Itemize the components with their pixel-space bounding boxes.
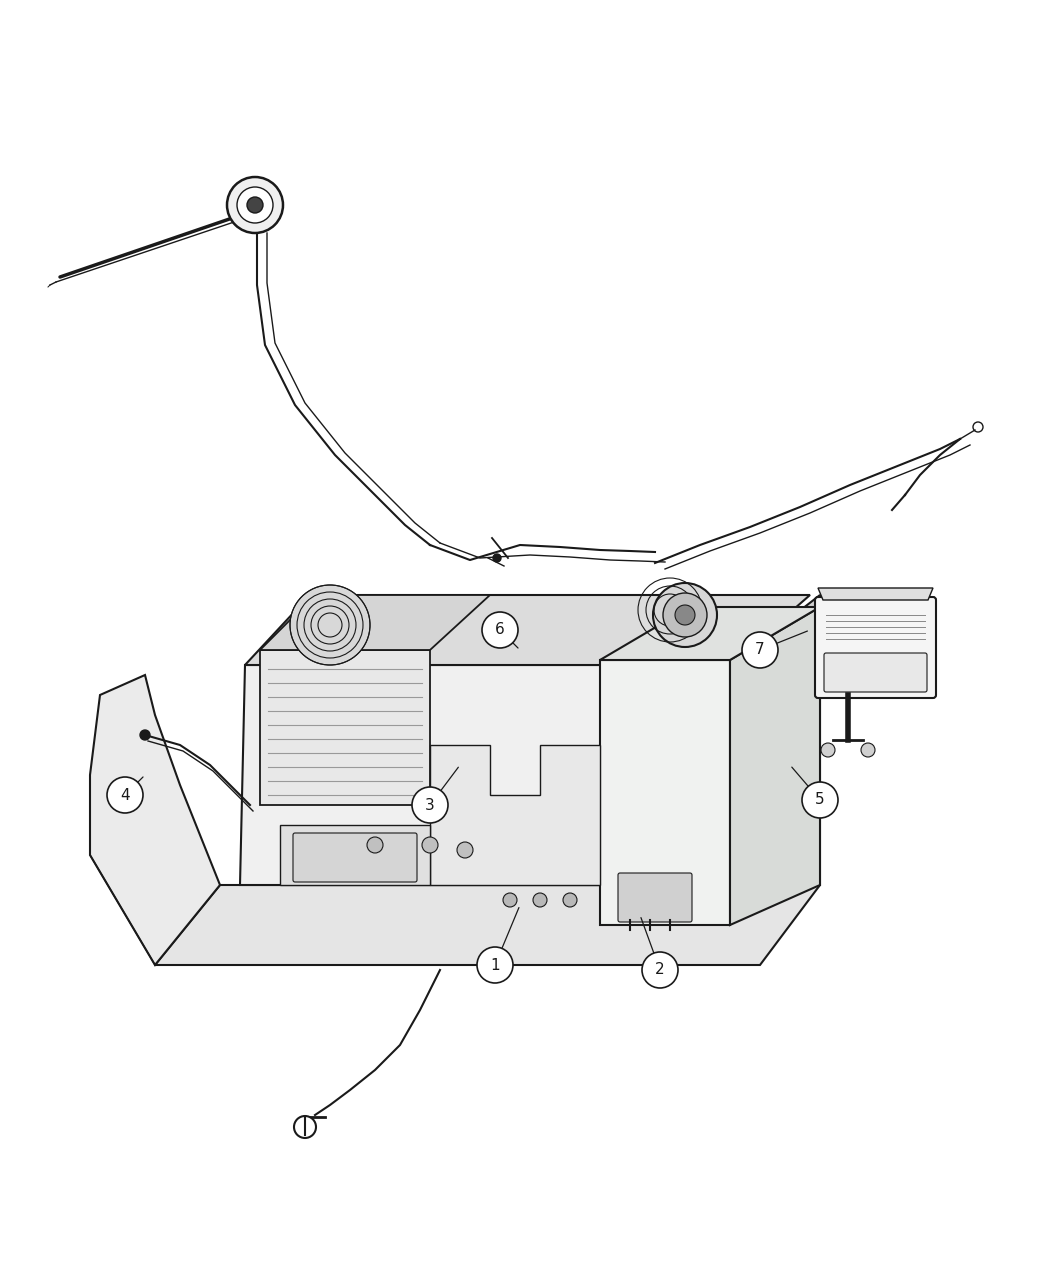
Polygon shape	[155, 885, 820, 965]
Polygon shape	[720, 595, 820, 885]
Text: 3: 3	[425, 797, 435, 812]
Circle shape	[503, 892, 517, 907]
Polygon shape	[600, 660, 730, 924]
Polygon shape	[240, 666, 730, 885]
Circle shape	[742, 632, 778, 668]
Circle shape	[237, 187, 273, 223]
Circle shape	[802, 782, 838, 819]
Polygon shape	[430, 745, 600, 885]
Polygon shape	[245, 595, 810, 666]
FancyBboxPatch shape	[293, 833, 417, 882]
Circle shape	[861, 743, 875, 757]
Text: 6: 6	[496, 622, 505, 638]
Circle shape	[675, 606, 695, 625]
Circle shape	[821, 743, 835, 757]
Circle shape	[482, 612, 518, 648]
Polygon shape	[280, 825, 430, 885]
Text: 2: 2	[655, 963, 665, 978]
Polygon shape	[90, 674, 220, 965]
Polygon shape	[260, 595, 490, 650]
Text: 7: 7	[755, 643, 764, 658]
Polygon shape	[818, 588, 933, 601]
Circle shape	[140, 731, 150, 739]
Circle shape	[290, 585, 370, 666]
Text: 1: 1	[490, 958, 500, 973]
Circle shape	[227, 177, 284, 233]
FancyBboxPatch shape	[815, 597, 936, 697]
Text: 4: 4	[120, 788, 130, 802]
Circle shape	[412, 787, 448, 822]
Circle shape	[642, 952, 678, 988]
Polygon shape	[730, 607, 820, 924]
Circle shape	[653, 583, 717, 646]
Circle shape	[477, 947, 513, 983]
Circle shape	[368, 836, 383, 853]
Circle shape	[294, 1116, 316, 1139]
FancyBboxPatch shape	[618, 873, 692, 922]
Circle shape	[563, 892, 578, 907]
Circle shape	[422, 836, 438, 853]
Circle shape	[457, 842, 472, 858]
Circle shape	[107, 776, 143, 813]
FancyBboxPatch shape	[824, 653, 927, 692]
Circle shape	[494, 555, 501, 562]
Circle shape	[533, 892, 547, 907]
Polygon shape	[600, 607, 820, 660]
Polygon shape	[260, 650, 430, 805]
Text: 5: 5	[815, 793, 825, 807]
Circle shape	[247, 198, 262, 213]
Circle shape	[663, 593, 707, 638]
